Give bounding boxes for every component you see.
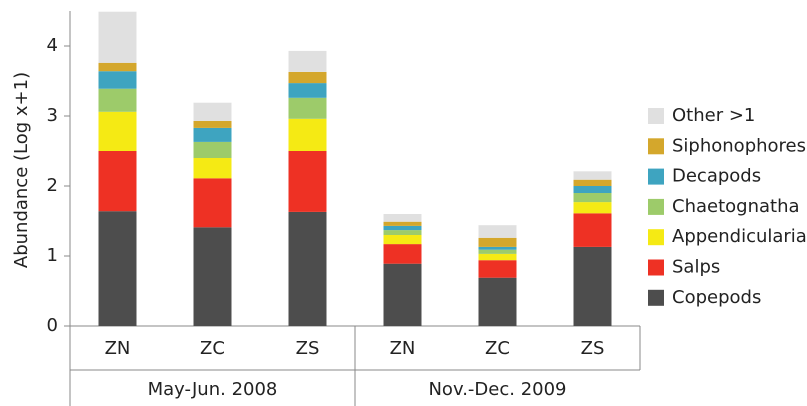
bar-segment (478, 253, 517, 261)
bar-segment (573, 186, 612, 193)
legend-swatch (648, 198, 664, 215)
y-tick-label: 3 (47, 105, 58, 126)
bar-segment (193, 102, 232, 121)
x-tick-label: ZC (200, 338, 225, 359)
group-label: Nov.-Dec. 2009 (428, 379, 566, 400)
bar-segment (288, 50, 327, 72)
bar-segment (288, 151, 327, 212)
legend-swatch (648, 168, 664, 185)
legend-label: Chaetognatha (672, 196, 800, 217)
legend-swatch (648, 229, 664, 246)
bar-segment (573, 202, 612, 214)
y-axis-label: Abundance (Log x+1) (11, 72, 32, 268)
bar-segment (288, 97, 327, 119)
x-tick-label: ZS (581, 338, 605, 359)
bar-segment (573, 246, 612, 326)
bar-segment (478, 249, 517, 254)
x-tick-label: ZN (105, 338, 131, 359)
x-tick-label: ZN (390, 338, 416, 359)
bar-segment (478, 246, 517, 250)
x-tick-label: ZC (485, 338, 510, 359)
bar-segment (478, 277, 517, 326)
bar-segment (98, 211, 137, 326)
bar-segment (383, 221, 422, 226)
bar-segment (193, 120, 232, 128)
bar-segment (383, 230, 422, 235)
bar-segment (383, 225, 422, 231)
bar-segment (288, 83, 327, 98)
y-tick-label: 4 (47, 35, 58, 56)
bar-segment (288, 211, 327, 326)
bar-segment (288, 118, 327, 151)
legend-label: Other >1 (672, 105, 755, 126)
bar-segment (98, 71, 137, 89)
legend-swatch (648, 138, 664, 155)
bar-segment (478, 260, 517, 278)
y-tick-label: 0 (47, 315, 58, 336)
bar-segment (573, 193, 612, 203)
bar-segment (193, 141, 232, 158)
group-label: May-Jun. 2008 (148, 379, 278, 400)
bar-segment (288, 71, 327, 84)
bar-segment (478, 237, 517, 247)
legend-label: Copepods (672, 287, 761, 308)
legend-swatch (648, 289, 664, 306)
legend-label: Appendicularia (672, 226, 807, 247)
y-tick-label: 2 (47, 175, 58, 196)
bar-segment (573, 179, 612, 186)
bar-segment (193, 127, 232, 142)
bar-segment (98, 62, 137, 72)
bar-segment (573, 213, 612, 247)
bar-segment (98, 11, 137, 63)
bar-segment (478, 225, 517, 238)
legend-label: Decapods (672, 166, 761, 187)
y-tick-label: 1 (47, 245, 58, 266)
legend-label: Siphonophores (672, 135, 806, 156)
bar-segment (383, 263, 422, 326)
bar-segment (383, 214, 422, 222)
bar-segment (193, 158, 232, 179)
bar-segment (98, 111, 137, 151)
x-tick-label: ZS (296, 338, 320, 359)
bar-segment (193, 178, 232, 228)
bar-segment (98, 88, 137, 112)
bar-segment (193, 227, 232, 326)
legend-swatch (648, 259, 664, 276)
bar-segment (383, 235, 422, 245)
bar-segment (98, 151, 137, 212)
bar-segment (383, 244, 422, 264)
bar-segment (573, 171, 612, 180)
legend-label: Salps (672, 257, 720, 278)
legend-swatch (648, 108, 664, 124)
